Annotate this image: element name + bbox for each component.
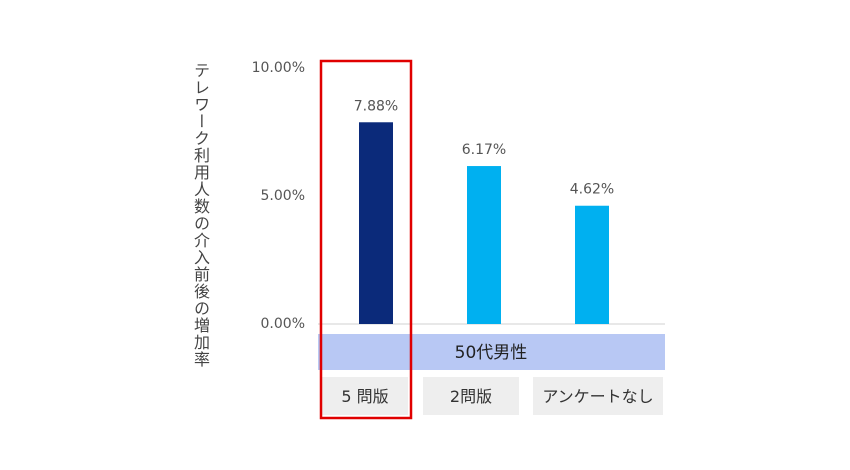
y-tick-label: 5.00% [261, 188, 305, 204]
group-label: 50代男性 [455, 343, 528, 363]
y-axis-label: テレワーク利用人数の介入前後の増加率 [191, 62, 210, 368]
bar-no-survey [575, 205, 609, 324]
category-box [322, 377, 408, 415]
bar-2q [467, 166, 501, 324]
value-label: 7.88% [354, 98, 398, 114]
value-label: 6.17% [462, 142, 506, 158]
category-box [533, 377, 663, 415]
value-label: 4.62% [570, 182, 614, 198]
category-box [423, 377, 519, 415]
category-label: 2問版 [450, 387, 492, 406]
category-label: アンケートなし [542, 387, 653, 406]
y-tick-label: 10.00% [252, 60, 305, 76]
highlight-frame [319, 59, 413, 420]
y-tick-label: 0.00% [261, 316, 305, 332]
group-band [318, 334, 665, 370]
category-label: 5 問版 [341, 387, 388, 406]
bar-5q [359, 122, 393, 324]
